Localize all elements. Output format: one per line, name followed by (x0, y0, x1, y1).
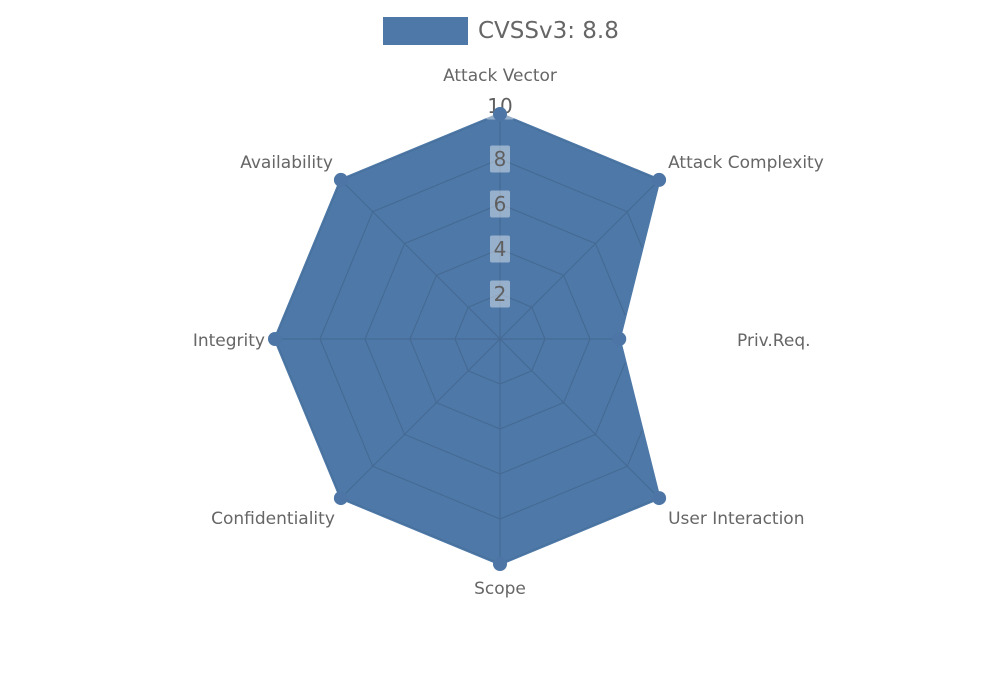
tick-box-2 (490, 280, 510, 308)
vertex-marker-availability (333, 172, 348, 187)
tick-box-10 (486, 92, 514, 120)
radar-grid (275, 114, 660, 564)
legend-item-cvssv3[interactable]: CVSSv3: 8.8 (383, 17, 619, 45)
tick-box-6 (490, 190, 510, 218)
vertex-marker-scope (493, 557, 507, 571)
axis-label-user-interaction: User Interaction (668, 509, 804, 529)
vertex-marker-attack-complexity (652, 172, 667, 187)
legend-swatch (383, 17, 468, 45)
tick-box-8 (490, 145, 510, 173)
axis-label-attack-complexity: Attack Complexity (668, 153, 824, 173)
legend-label: CVSSv3: 8.8 (478, 18, 619, 44)
axis-label-priv-req: Priv.Req. (737, 331, 811, 351)
vertex-marker-priv-req (612, 332, 627, 346)
axis-spoke-availability (340, 179, 501, 340)
axis-spoke-attack-complexity (499, 179, 660, 340)
vertex-marker-confidentiality (333, 491, 348, 506)
axis-spoke-confidentiality (340, 338, 501, 499)
vertex-marker-integrity (268, 332, 282, 346)
axis-spoke-user-interaction (499, 338, 660, 499)
vertex-marker-attack-vector (493, 107, 507, 121)
tick-label-2: 2 (494, 282, 507, 306)
axis-label-scope: Scope (474, 579, 526, 599)
axis-label-attack-vector: Attack Vector (443, 66, 557, 86)
axis-label-confidentiality: Confidentiality (211, 509, 335, 529)
axis-label-availability: Availability (240, 153, 333, 173)
tick-box-4 (490, 235, 510, 263)
tick-label-6: 6 (494, 192, 507, 216)
tick-label-4: 4 (494, 237, 507, 261)
axis-label-integrity: Integrity (193, 331, 265, 351)
vertex-marker-user-interaction (652, 491, 667, 506)
tick-label-8: 8 (494, 147, 507, 171)
